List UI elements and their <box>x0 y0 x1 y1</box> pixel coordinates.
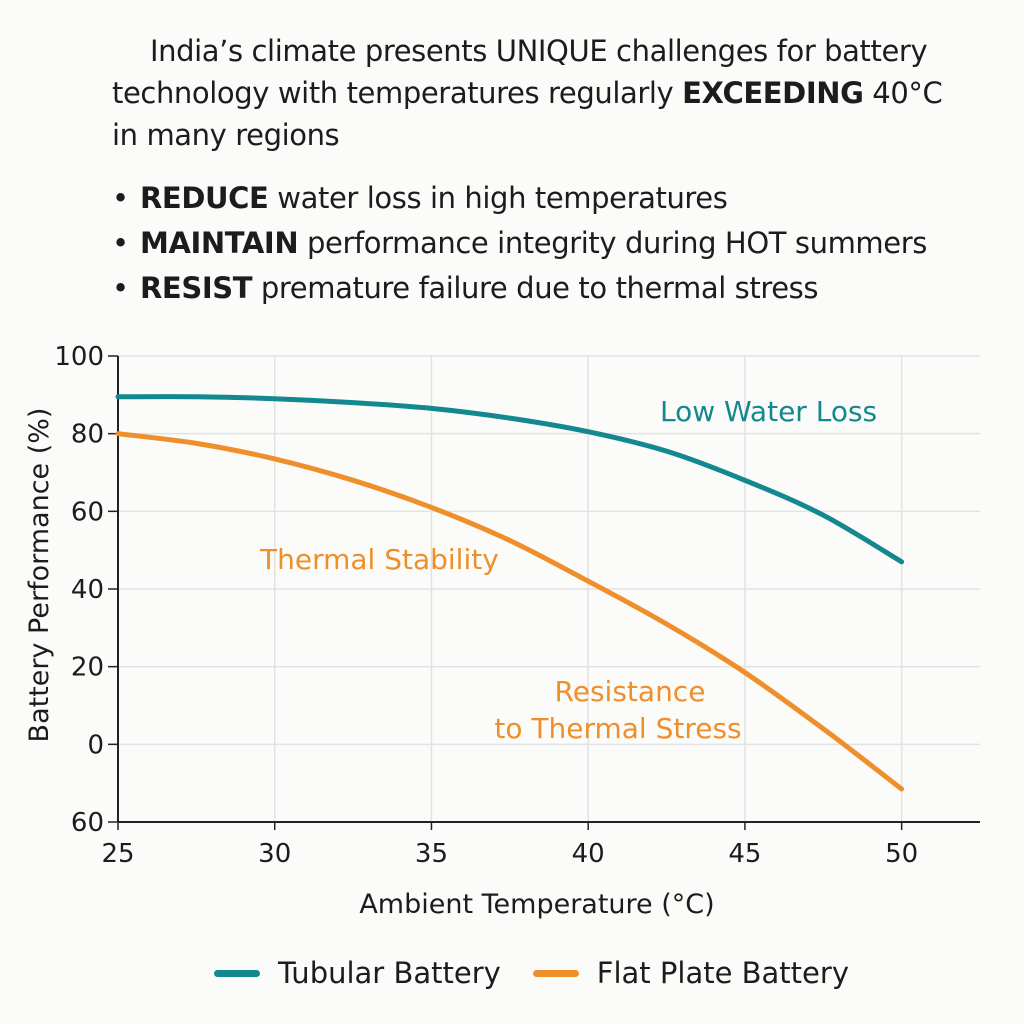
benefit-item: RESIST premature failure due to thermal … <box>112 266 927 311</box>
legend-swatch-flat-plate <box>532 969 579 977</box>
y-tick-label: 100 <box>54 342 104 372</box>
x-tick-label: 40 <box>572 839 605 869</box>
benefit-keyword: MAINTAIN <box>140 226 299 260</box>
benefit-list: REDUCE water loss in high temperatures M… <box>112 176 927 311</box>
x-tick-label: 30 <box>258 839 291 869</box>
x-tick-label: 25 <box>101 839 134 869</box>
y-tick-label: 40 <box>71 575 104 605</box>
benefit-keyword: REDUCE <box>140 181 269 215</box>
legend-swatch-tubular <box>214 969 260 977</box>
annotation-thermal-stability: Thermal Stability <box>259 543 499 576</box>
y-axis-ticks: 100 80 60 40 20 0 60 <box>54 342 118 838</box>
intro-text-2: 40°C in many regions <box>112 76 943 152</box>
x-tick-label: 45 <box>728 839 761 869</box>
legend-item-flat-plate: Flat Plate Battery <box>532 956 849 990</box>
benefit-item: MAINTAIN performance integrity during HO… <box>112 221 927 266</box>
chart-series <box>115 394 905 792</box>
intro-paragraph: India’s climate presents UNIQUE challeng… <box>112 30 972 156</box>
y-axis-title: Battery Performance (%) <box>24 408 55 743</box>
x-tick-label: 50 <box>885 839 918 869</box>
legend-label-tubular: Tubular Battery <box>278 956 501 990</box>
legend-item-tubular: Tubular Battery <box>214 956 501 990</box>
intro-text-1: India’s climate presents UNIQUE challeng… <box>112 34 928 110</box>
annotation-resistance: Resistance <box>555 675 706 708</box>
y-tick-label: 80 <box>71 420 104 450</box>
x-tick-label: 35 <box>415 839 448 869</box>
x-axis-ticks: 25 30 35 40 45 50 <box>101 822 918 869</box>
legend-label-flat-plate: Flat Plate Battery <box>596 956 849 990</box>
y-tick-label: 60 <box>71 808 104 838</box>
benefit-text: performance integrity during HOT summers <box>298 226 927 260</box>
series-line-flat-plate <box>115 431 905 792</box>
annotation-low-water-loss: Low Water Loss <box>660 395 877 428</box>
benefit-keyword: RESIST <box>140 271 253 305</box>
benefit-text: water loss in high temperatures <box>268 181 728 215</box>
y-tick-label: 20 <box>71 653 104 683</box>
performance-chart: 100 80 60 40 20 0 60 25 30 35 40 45 50 Low Water Lo… <box>24 342 980 920</box>
chart-grid <box>117 355 980 822</box>
benefit-item: REDUCE water loss in high temperatures <box>112 176 927 221</box>
benefit-text: premature failure due to thermal stress <box>252 271 819 305</box>
x-axis-title: Ambient Temperature (°C) <box>359 889 714 920</box>
intro-emphasis: EXCEEDING <box>682 76 864 110</box>
y-tick-label: 0 <box>87 730 104 760</box>
y-tick-label: 60 <box>71 497 104 527</box>
annotation-thermal-stress: to Thermal Stress <box>494 712 741 745</box>
chart-legend: Tubular Battery Flat Plate Battery <box>214 956 849 990</box>
series-line-tubular <box>115 394 905 565</box>
